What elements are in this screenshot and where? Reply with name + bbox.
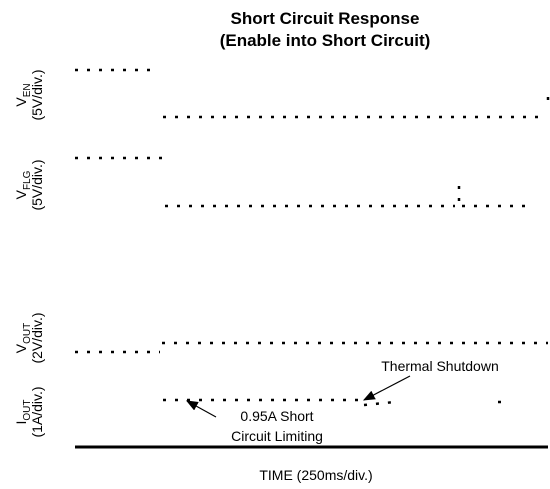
scale: (5V/div.) (29, 159, 45, 210)
arrow (185, 400, 217, 418)
channel-label: VOUT (2V/div.) (13, 312, 45, 363)
symbol: V (13, 343, 29, 353)
title-line: Short Circuit Response (231, 9, 420, 28)
x-axis-label: TIME (250ms/div.) (259, 467, 372, 483)
arrow (362, 375, 411, 401)
annotation: Circuit Limiting (231, 428, 323, 444)
channel-label: IOUT (1A/div.) (13, 386, 45, 437)
svg-text:VFLG: VFLG (13, 170, 33, 199)
svg-text:VEN: VEN (13, 83, 33, 106)
trace-iout (163, 398, 505, 407)
title-line: (Enable into Short Circuit) (220, 31, 431, 50)
channel-label: VFLG (5V/div.) (13, 159, 45, 210)
annotation: 0.95A Short (240, 408, 313, 424)
trace-vout (75, 341, 548, 354)
channel-label: VEN (5V/div.) (13, 69, 45, 120)
svg-text:IOUT: IOUT (13, 400, 33, 425)
trace-vflg (75, 156, 530, 208)
subscript: EN (22, 83, 33, 97)
subscript: OUT (22, 323, 33, 344)
trace-ven (75, 68, 550, 119)
symbol: V (13, 189, 29, 199)
annotation: Thermal Shutdown (381, 358, 499, 374)
scale: (1A/div.) (29, 386, 45, 437)
symbol: I (13, 421, 29, 425)
subscript: OUT (22, 400, 33, 421)
symbol: V (13, 97, 29, 107)
scale: (5V/div.) (29, 69, 45, 120)
scale: (2V/div.) (29, 312, 45, 363)
svg-text:VOUT: VOUT (13, 323, 33, 353)
subscript: FLG (22, 170, 33, 190)
